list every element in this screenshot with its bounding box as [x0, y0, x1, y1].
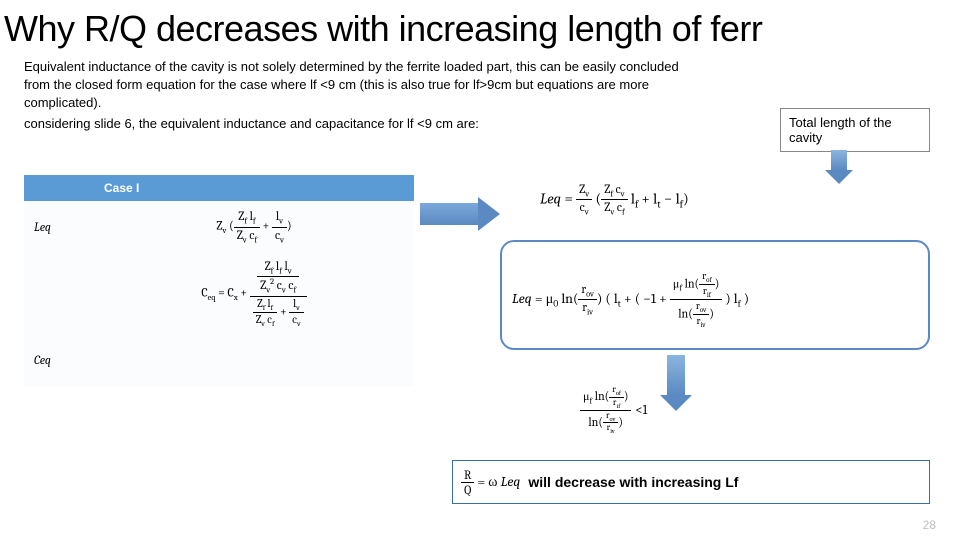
ceq-formula-cell: Ceq = Cx + Zf lf lvZv2 cv cf Zf lfZv cf …: [94, 253, 414, 334]
slide-title: Why R/Q decreases with increasing length…: [0, 0, 960, 50]
total-length-callout: Total length of the cavity: [780, 108, 930, 152]
equation-table: Case I Leq Zv (Zf lfZv cf + lvcv) Ceq = …: [24, 175, 414, 386]
arrow-right-icon: [420, 197, 500, 232]
table-row: Ceq = Cx + Zf lf lvZv2 cv cf Zf lfZv cf …: [24, 253, 414, 334]
page-number: 28: [923, 518, 936, 532]
paragraph-2: considering slide 6, the equivalent indu…: [0, 115, 540, 133]
leq-expanded-formula: Leq = Zvcv (Zf cvZv cf lf + lt − lf): [540, 182, 689, 218]
paragraph-1: Equivalent inductance of the cavity is n…: [0, 50, 720, 115]
leq-mu-box: Leq = μ0 ln(rovriv) ( lt + ( −1 + μf ln(…: [500, 240, 930, 350]
conclusion-box: RQ = ω Leq will decrease with increasing…: [452, 460, 930, 504]
table-header-label: Case I: [94, 175, 414, 201]
conclusion-text: will decrease with increasing Lf: [528, 474, 738, 490]
row-label: Leq: [24, 201, 94, 253]
rq-formula: RQ = ω Leq: [461, 468, 520, 497]
ratio-less-than-one: μf ln(rofrif) ln(rovriv) <1: [580, 385, 647, 435]
arrow-down-icon: [660, 355, 692, 411]
less-than-one-label: <1: [635, 403, 647, 418]
row-label: Ceq: [24, 334, 94, 386]
leq-formula-cell: Zv (Zf lfZv cf + lvcv): [94, 201, 414, 253]
arrow-down-icon: [825, 150, 853, 184]
table-header-row: Case I: [24, 175, 414, 201]
table-row: Ceq: [24, 334, 414, 386]
table-row: Leq Zv (Zf lfZv cf + lvcv): [24, 201, 414, 253]
